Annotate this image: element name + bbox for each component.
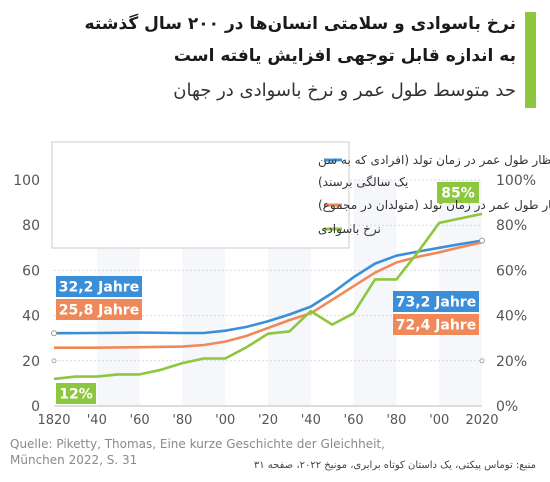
y-right-tick-label: 0%: [496, 399, 518, 415]
x-tick-label: 1820: [37, 413, 70, 428]
chart-title-line-2: به اندازه قابل توجهی افزایش یافته است: [173, 46, 516, 66]
data-label-literacy-1820: 12%: [56, 383, 96, 404]
y-left-tick-label: 20: [22, 354, 40, 370]
x-tick-label: '00: [215, 413, 235, 428]
data-label-life-expectancy-total-1820: 25,8 Jahre: [56, 299, 142, 320]
series-line-1: [53, 239, 483, 335]
x-tick-label: '20: [258, 413, 278, 428]
source-note-german: Quelle: Piketty, Thomas, Eine kurze Gesc…: [10, 437, 385, 467]
y-right-tick-label: 100%: [496, 173, 536, 189]
axis-marker: [51, 358, 57, 364]
x-tick-label: '00: [429, 413, 449, 428]
axis-marker: [479, 358, 485, 364]
chart-subtitle: حد متوسط طول عمر و نرخ باسوادی در جهان: [173, 80, 516, 101]
svg-text:73,2 Jahre: 73,2 Jahre: [396, 295, 476, 311]
legend: انتظار طول عمر در زمان تولد (افرادی که ب…: [51, 141, 550, 249]
svg-text:85%: 85%: [441, 186, 475, 202]
y-right-tick-label: 60%: [496, 263, 527, 279]
svg-text:25,8 Jahre: 25,8 Jahre: [59, 303, 139, 319]
y-left-tick-label: 80: [22, 218, 40, 234]
data-label-life-expectancy-1820: 32,2 Jahre: [56, 276, 142, 297]
data-label-literacy-2020: 85%: [437, 182, 479, 203]
endpoint-marker: [479, 237, 485, 244]
x-tick-label: '60: [344, 413, 364, 428]
y-right-tick-label: 40%: [496, 309, 527, 325]
legend-item-1: انتظار طول عمر در زمان تولد (افرادی که ب…: [318, 153, 550, 190]
x-tick-label: '80: [172, 413, 192, 428]
y-left-tick-label: 40: [22, 309, 40, 325]
source-note-persian: منبع: توماس پیکتی، یک داستان کوتاه برابر…: [253, 460, 536, 471]
series-line-2: [54, 241, 483, 350]
series-line-3: [53, 212, 483, 381]
x-tick-label: '60: [130, 413, 150, 428]
y-right-tick-label: 80%: [496, 218, 527, 234]
x-tick-label: '40: [87, 413, 107, 428]
svg-text:72,4 Jahre: 72,4 Jahre: [396, 318, 476, 334]
legend-label: نرخ باسوادی: [318, 222, 381, 237]
svg-text:12%: 12%: [59, 387, 93, 403]
y-right-tick-label: 20%: [496, 354, 527, 370]
legend-item-3: نرخ باسوادی: [318, 222, 381, 237]
x-tick-label: '80: [386, 413, 406, 428]
x-tick-label: '40: [301, 413, 321, 428]
y-left-tick-label: 0: [31, 399, 40, 415]
title-accent-bar: [525, 12, 536, 108]
y-left-tick-label: 60: [22, 263, 40, 279]
legend-label: یک سالگی برسند): [318, 175, 408, 190]
data-label-life-expectancy-total-2020: 72,4 Jahre: [393, 314, 479, 335]
y-left-tick-label: 100: [13, 173, 40, 189]
grid-band: [353, 180, 397, 406]
chart-title-line-1: نرخ باسوادی و سلامتی انسان‌ها در ۲۰۰ سال…: [84, 14, 516, 34]
legend-item-2: انتظار طول عمر در زمان تولد (متولدان در …: [318, 198, 550, 213]
legend-label: انتظار طول عمر در زمان تولد (متولدان در …: [318, 198, 550, 213]
svg-text:32,2 Jahre: 32,2 Jahre: [59, 280, 139, 296]
x-tick-label: 2020: [465, 413, 498, 428]
legend-label: انتظار طول عمر در زمان تولد (افرادی که ب…: [318, 153, 550, 168]
endpoint-marker: [51, 330, 57, 337]
data-label-life-expectancy-2020: 73,2 Jahre: [393, 291, 479, 312]
